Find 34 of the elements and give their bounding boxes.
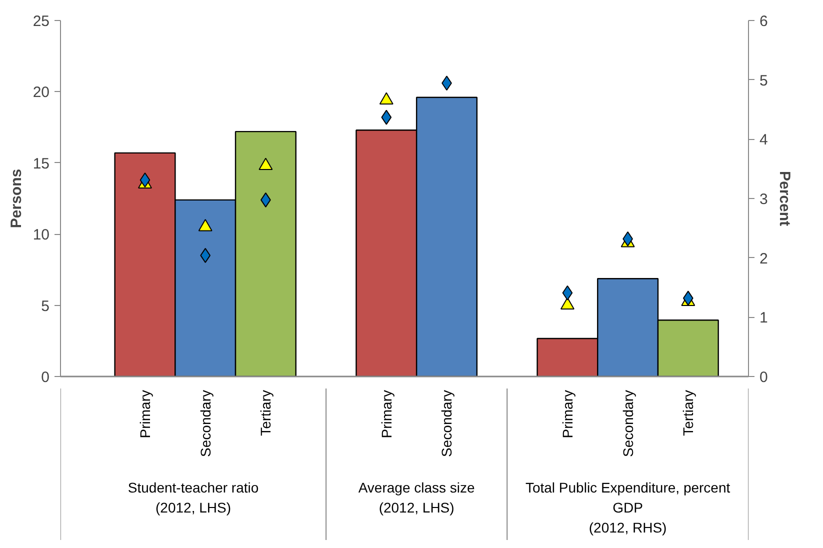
y-tick-label: 0 xyxy=(41,369,50,386)
x-tick-label: Primary xyxy=(378,390,394,438)
point xyxy=(682,290,694,306)
y2-axis-title: Percent xyxy=(776,170,793,226)
x-tick-label: Secondary xyxy=(620,390,636,457)
text: Student-teacher ratio (2012, LHS) xyxy=(128,480,259,516)
y2-tick-label: 0 xyxy=(760,369,768,386)
x-tick-label: Primary xyxy=(559,390,576,438)
y-axis-title: Persons xyxy=(8,168,25,228)
y-tick-label: 5 xyxy=(41,298,50,315)
y2-tick-label: 4 xyxy=(760,132,768,149)
point xyxy=(140,172,150,188)
y-tick-label: 20 xyxy=(32,84,50,102)
y2-tick-label: 1 xyxy=(760,310,768,327)
y-tick-label: 15 xyxy=(32,155,50,172)
x-tick-label: Secondary xyxy=(197,390,214,457)
point xyxy=(562,285,573,300)
point xyxy=(258,158,273,170)
point xyxy=(198,218,212,232)
y2-tick-label: 2 xyxy=(760,250,768,268)
x-tick-label: Tertiary xyxy=(680,390,696,436)
x-tick-label: Tertiary xyxy=(258,390,274,436)
text: Total Public Expenditure, percent GDP (2012, RHS) xyxy=(525,480,730,536)
x-tick-label: Primary xyxy=(136,390,153,438)
y-tick-label: 10 xyxy=(32,226,50,244)
text: Average class size (2012, LHS) xyxy=(358,480,476,516)
point xyxy=(381,110,392,125)
x-tick-label: Secondary xyxy=(438,390,455,457)
y2-tick-label: 3 xyxy=(760,191,768,208)
y-tick-label: 25 xyxy=(32,13,50,30)
point xyxy=(560,297,574,310)
y2-tick-label: 5 xyxy=(760,72,768,90)
y2-tick-label: 6 xyxy=(760,13,768,30)
point xyxy=(200,248,211,263)
